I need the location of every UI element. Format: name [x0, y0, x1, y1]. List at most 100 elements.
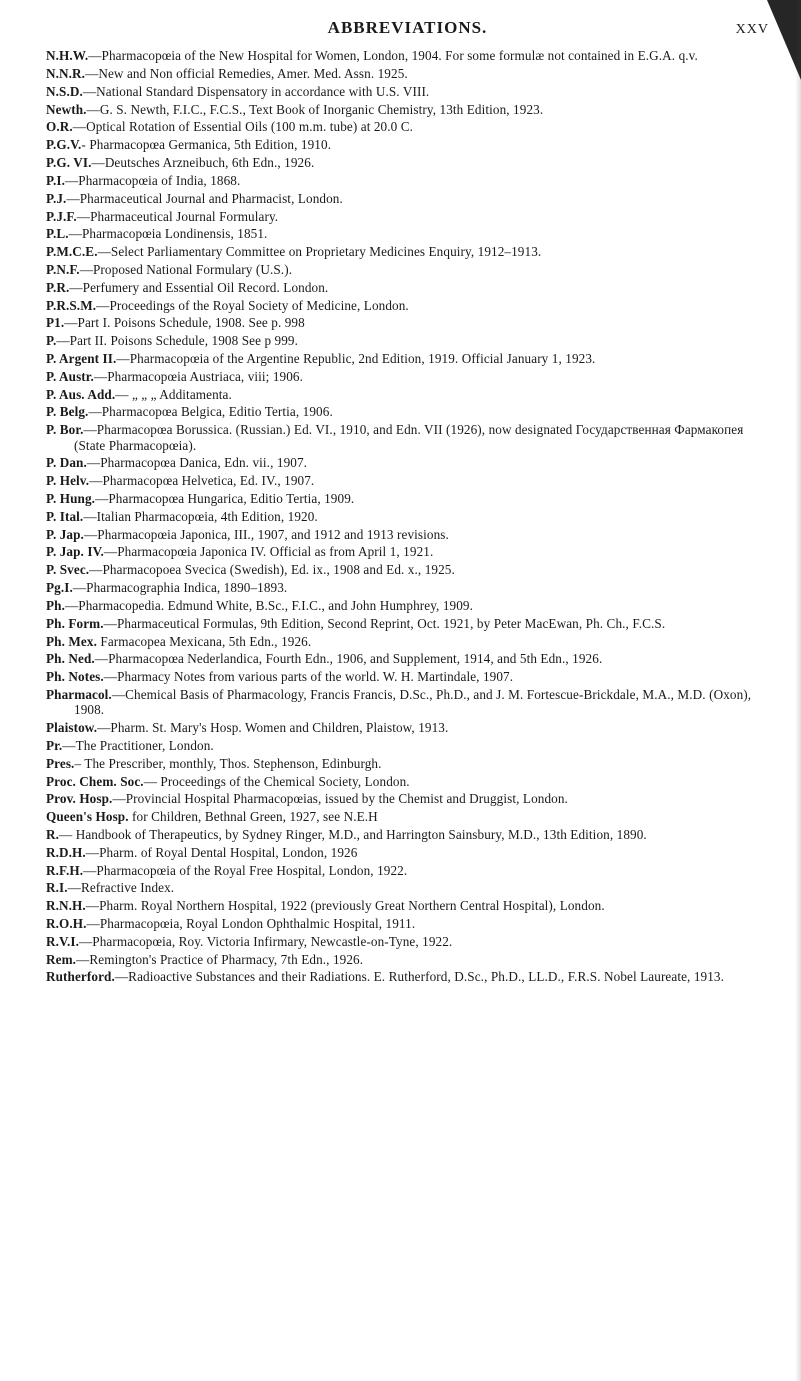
abbrev-definition: Pharmacopœia, Roy. Victoria Infirmary, N… [92, 934, 452, 949]
abbrev-term: P.G.V. [46, 137, 81, 152]
abbrev-definition: Pharmacopœia of the New Hospital for Wom… [102, 48, 698, 63]
abbrev-entry: N.H.W.—Pharmacopœia of the New Hospital … [46, 48, 769, 63]
abbrev-term: P.M.C.E. [46, 244, 98, 259]
abbrev-separator: — [95, 491, 108, 506]
abbrev-definition: Pharmacopœia Japonica, III., 1907, and 1… [97, 527, 449, 542]
abbrev-term: Pharmacol. [46, 687, 112, 702]
abbrev-definition: „ „ „ Additamenta. [132, 387, 232, 402]
abbrev-definition: for Children, Bethnal Green, 1927, see N… [129, 809, 378, 824]
abbrev-definition: Pharmaceutical Formulas, 9th Edition, Se… [117, 616, 665, 631]
abbrev-entry: R.— Handbook of Therapeutics, by Sydney … [46, 827, 769, 842]
abbrev-entry: Rutherford.—Radioactive Substances and t… [46, 969, 769, 984]
abbrev-definition: Pharmaceutical Journal and Pharmacist, L… [80, 191, 343, 206]
abbrev-entry: R.F.H.—Pharmacopœia of the Royal Free Ho… [46, 863, 769, 878]
abbrev-term: P. Argent II. [46, 351, 116, 366]
abbrev-separator: — [83, 422, 96, 437]
abbrev-definition: Pharmacopœia of India, 1868. [78, 173, 240, 188]
abbrev-separator: — [83, 509, 96, 524]
abbrev-separator: — [104, 669, 117, 684]
abbrev-term: P. Hung. [46, 491, 95, 506]
abbrev-separator: — [87, 916, 100, 931]
abbrev-entry: P. Helv.—Pharmacopœa Helvetica, Ed. IV.,… [46, 473, 769, 488]
abbrev-term: P. Belg. [46, 404, 88, 419]
abbrev-definition: Select Parliamentary Committee on Propri… [111, 244, 541, 259]
abbrev-separator: — [86, 845, 99, 860]
abbrev-entry: Ph. Ned.—Pharmacopœa Nederlandica, Fourt… [46, 651, 769, 666]
abbrev-term: R.D.H. [46, 845, 86, 860]
abbrev-entry: P. Svec.—Pharmacopoea Svecica (Swedish),… [46, 562, 769, 577]
abbrev-definition: Remington's Practice of Pharmacy, 7th Ed… [89, 952, 363, 967]
abbrev-separator: — [68, 880, 81, 895]
abbrev-definition: Chemical Basis of Pharmacology, Francis … [74, 687, 751, 717]
abbrev-entry: N.N.R.—New and Non official Remedies, Am… [46, 66, 769, 81]
abbrev-definition: Pharmacopœa Germanica, 5th Edition, 1910… [86, 137, 331, 152]
abbrev-entry: Plaistow.—Pharm. St. Mary's Hosp. Women … [46, 720, 769, 735]
abbrev-term: Ph. [46, 598, 65, 613]
abbrev-separator: — [104, 544, 117, 559]
abbrev-term: P.L. [46, 226, 69, 241]
abbrev-definition: Pharmacopœa Danica, Edn. vii., 1907. [100, 455, 307, 470]
abbrev-term: Ph. Form. [46, 616, 104, 631]
abbrev-definition: New and Non official Remedies, Amer. Med… [98, 66, 407, 81]
abbrev-term: Queen's Hosp. [46, 809, 129, 824]
abbrev-separator: — [104, 616, 117, 631]
abbrev-separator: — [89, 562, 102, 577]
abbrev-entry: P. Aus. Add.— „ „ „ Additamenta. [46, 387, 769, 402]
abbrev-term: P. [46, 333, 56, 348]
abbrev-term: P. Ital. [46, 509, 83, 524]
abbrev-entry: Pg.I.—Pharmacographia Indica, 1890–1893. [46, 580, 769, 595]
abbrev-entry: Pres.– The Prescriber, monthly, Thos. St… [46, 756, 769, 771]
abbrev-definition: Provincial Hospital Pharmacopœias, issue… [126, 791, 568, 806]
abbrev-definition: Pharmacopœa Hungarica, Editio Tertia, 19… [108, 491, 354, 506]
abbrev-term: Prov. Hosp. [46, 791, 112, 806]
abbrev-definition: Proceedings of the Chemical Society, Lon… [157, 774, 410, 789]
abbrev-term: Pg.I. [46, 580, 73, 595]
abbrev-entry: Queen's Hosp. for Children, Bethnal Gree… [46, 809, 769, 824]
page-folio: XXV [709, 22, 769, 38]
abbrev-entry: P. Argent II.—Pharmacopœia of the Argent… [46, 351, 769, 366]
abbrev-separator: — [116, 351, 129, 366]
abbrev-separator: — [94, 369, 107, 384]
abbrev-entry: R.O.H.—Pharmacopœia, Royal London Ophtha… [46, 916, 769, 931]
abbrev-entry: Ph. Form.—Pharmaceutical Formulas, 9th E… [46, 616, 769, 631]
abbrev-term: Rutherford. [46, 969, 115, 984]
abbrev-term: R.F.H. [46, 863, 83, 878]
abbrev-separator: — [115, 387, 132, 402]
abbrev-separator: — [80, 262, 93, 277]
abbrev-separator: — [96, 298, 109, 313]
abbrev-separator: — [144, 774, 157, 789]
abbrev-term: Proc. Chem. Soc. [46, 774, 144, 789]
abbrev-term: R.I. [46, 880, 68, 895]
abbrev-separator: — [87, 455, 100, 470]
abbrev-separator: — [73, 119, 86, 134]
abbrev-term: P. Aus. Add. [46, 387, 115, 402]
abbrev-term: Newth. [46, 102, 87, 117]
abbrev-definition: Pharmacopœia of the Argentine Republic, … [130, 351, 596, 366]
abbrev-definition: Pharm. St. Mary's Hosp. Women and Childr… [110, 720, 448, 735]
abbrev-definition: Radioactive Substances and their Radiati… [128, 969, 724, 984]
abbrev-entry: P1.—Part I. Poisons Schedule, 1908. See … [46, 315, 769, 330]
abbrev-entry: Newth.—G. S. Newth, F.I.C., F.C.S., Text… [46, 102, 769, 117]
abbrev-term: Pr. [46, 738, 62, 753]
abbrev-term: O.R. [46, 119, 73, 134]
abbrev-entry: Pr.—The Practitioner, London. [46, 738, 769, 753]
abbrev-entry: P.—Part II. Poisons Schedule, 1908 See p… [46, 333, 769, 348]
abbrev-definition: G. S. Newth, F.I.C., F.C.S., Text Book o… [100, 102, 543, 117]
abbrev-definition: Pharmacy Notes from various parts of the… [117, 669, 513, 684]
abbrev-entry: P.J.F.—Pharmaceutical Journal Formulary. [46, 209, 769, 224]
abbrev-definition: Italian Pharmacopœia, 4th Edition, 1920. [97, 509, 318, 524]
abbrev-definition: Proceedings of the Royal Society of Medi… [109, 298, 408, 313]
abbrev-list: N.H.W.—Pharmacopœia of the New Hospital … [46, 48, 769, 985]
abbrev-definition: Pharmacopœa Helvetica, Ed. IV., 1907. [102, 473, 314, 488]
abbrev-separator: — [66, 191, 79, 206]
abbrev-term: P. Jap. [46, 527, 84, 542]
abbrev-term: Ph. Mex. [46, 634, 97, 649]
abbrev-definition: Pharmacopœia Londinensis, 1851. [82, 226, 268, 241]
abbrev-term: P.G. VI. [46, 155, 92, 170]
abbrev-separator: — [56, 333, 69, 348]
abbrev-definition: Pharm. Royal Northern Hospital, 1922 (pr… [99, 898, 605, 913]
abbrev-entry: Ph. Mex. Farmacopea Mexicana, 5th Edn., … [46, 634, 769, 649]
running-header: ABBREVIATIONS. XXV [46, 18, 769, 38]
abbrev-entry: R.N.H.—Pharm. Royal Northern Hospital, 1… [46, 898, 769, 913]
abbrev-term: Ph. Notes. [46, 669, 104, 684]
